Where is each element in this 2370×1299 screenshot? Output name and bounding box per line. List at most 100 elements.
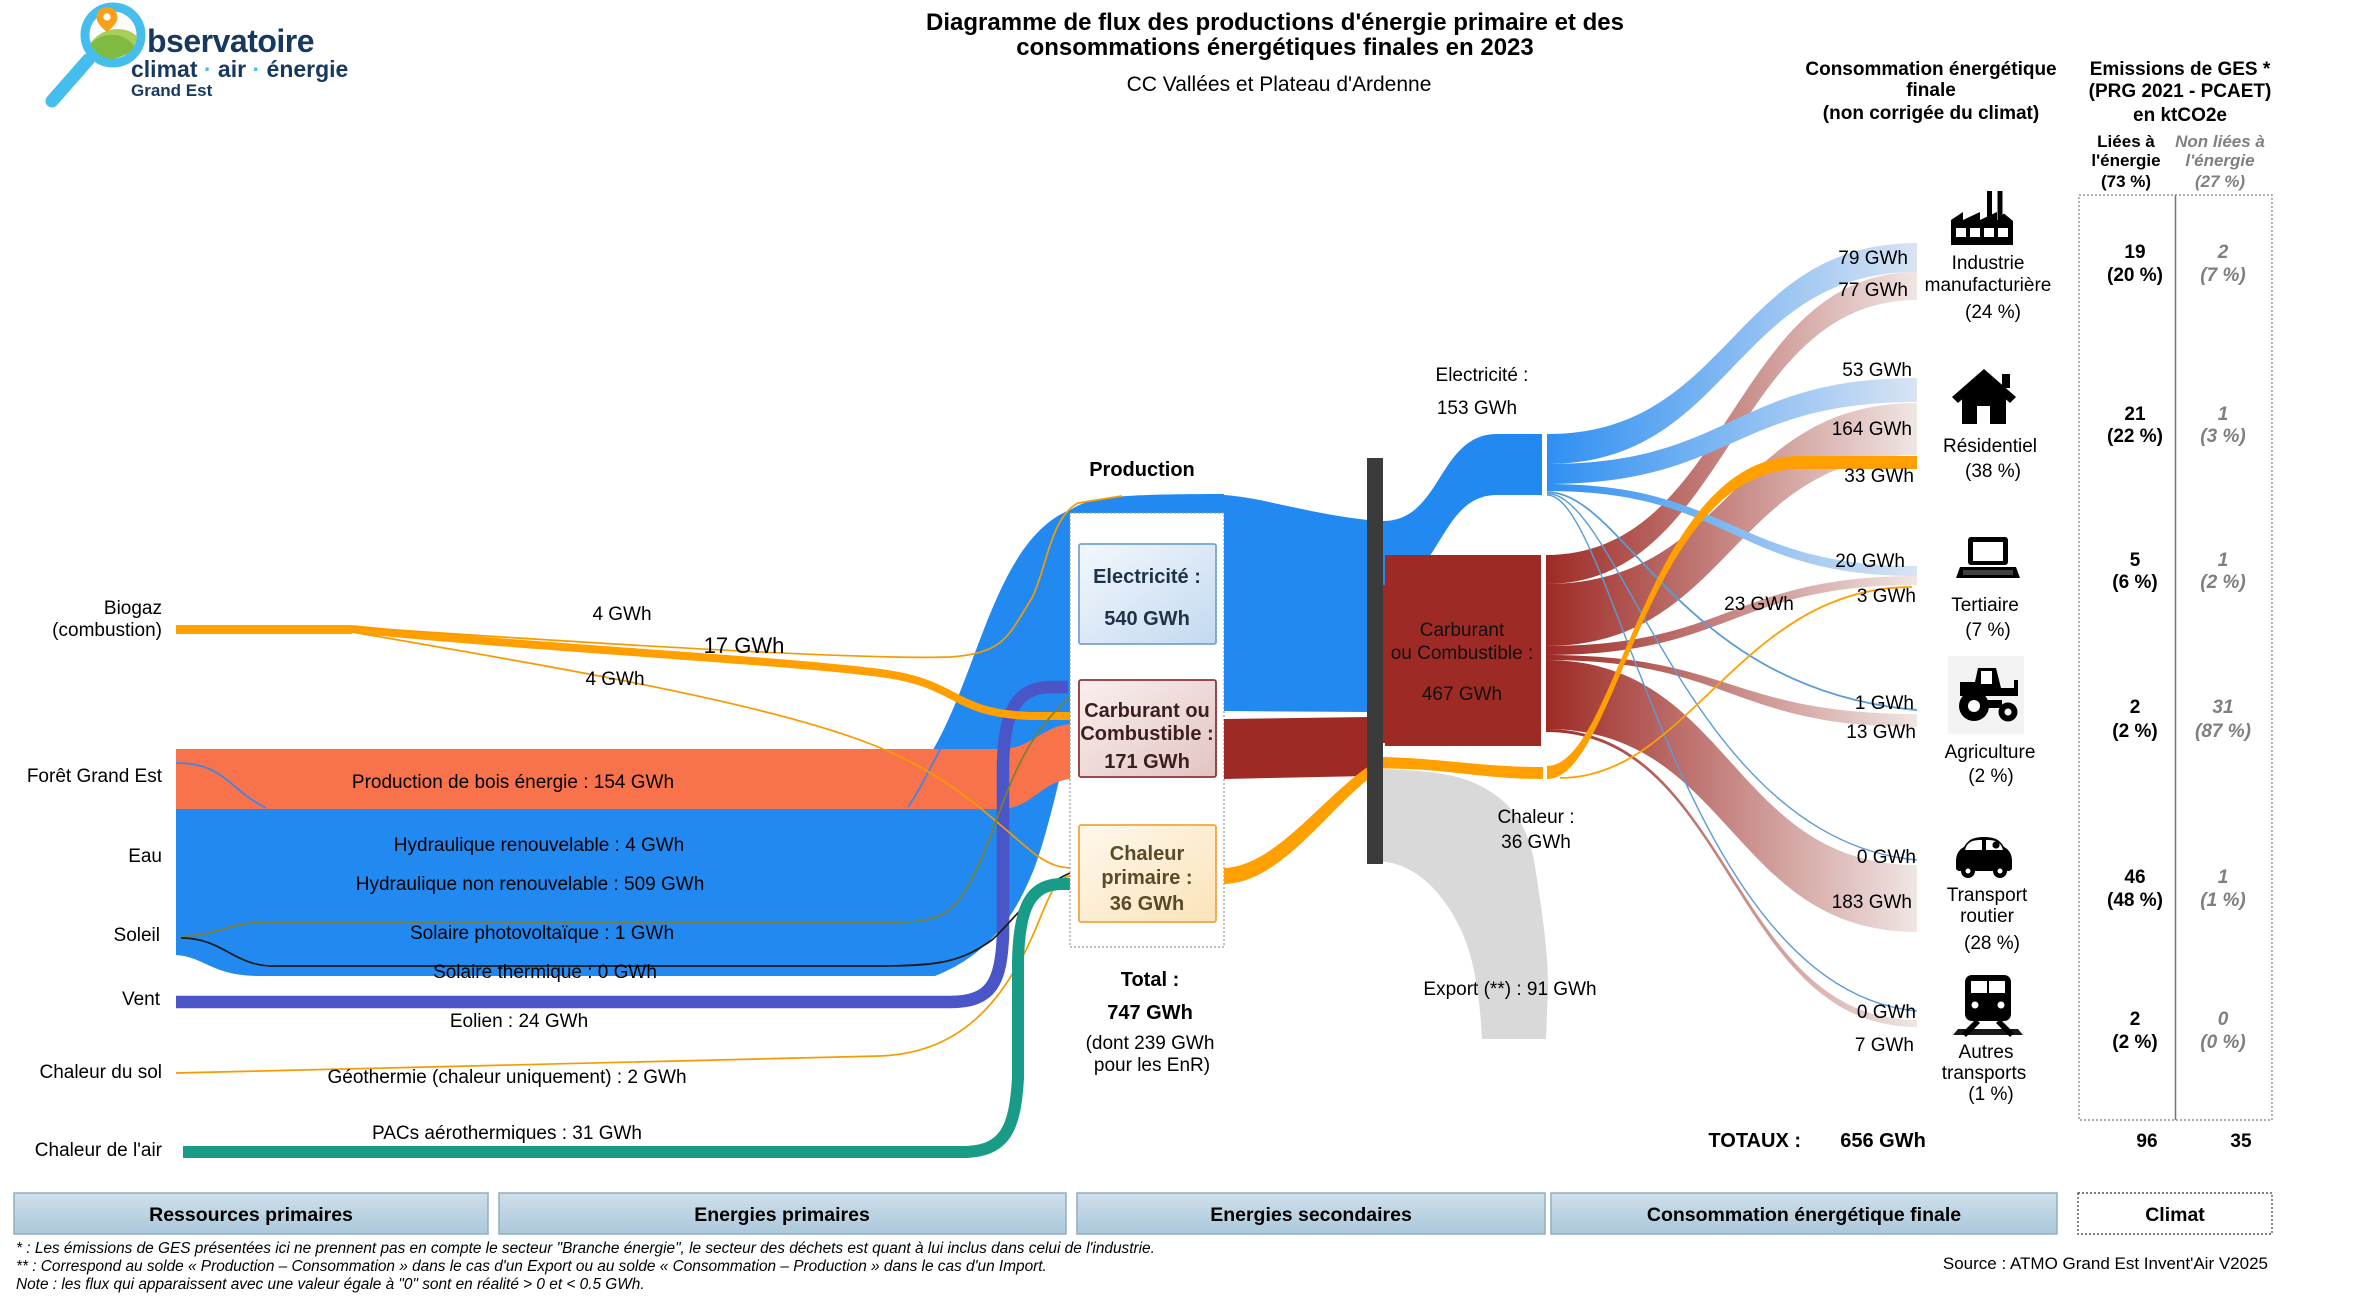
svg-text:(22 %): (22 %) — [2107, 426, 2163, 447]
svg-text:Consommation énergétique: Consommation énergétique — [1805, 59, 2056, 80]
svg-text:(1 %): (1 %) — [2200, 890, 2245, 911]
svg-text:19: 19 — [2124, 242, 2145, 263]
svg-text:21: 21 — [2124, 404, 2146, 425]
svg-text:transports: transports — [1942, 1063, 2026, 1084]
svg-text:(2 %): (2 %) — [2112, 1032, 2157, 1053]
svg-text:(27 %): (27 %) — [2195, 172, 2245, 191]
svg-text:Grand Est: Grand Est — [131, 81, 213, 100]
svg-text:Chaleur :: Chaleur : — [1497, 807, 1574, 828]
svg-text:Solaire photovoltaïque : 1 GW: Solaire photovoltaïque : 1 GWh — [410, 923, 674, 944]
svg-text:primaire :: primaire : — [1101, 867, 1192, 889]
svg-text:(non corrigée du climat): (non corrigée du climat) — [1823, 103, 2039, 124]
svg-text:Combustible :: Combustible : — [1080, 723, 1213, 745]
svg-text:Energies primaires: Energies primaires — [694, 1204, 870, 1226]
svg-text:(2 %): (2 %) — [2200, 572, 2245, 593]
svg-text:(1 %): (1 %) — [1968, 1084, 2013, 1105]
svg-text:Production: Production — [1089, 459, 1195, 481]
svg-text:Industrie: Industrie — [1952, 253, 2025, 274]
svg-text:Chaleur de l'air: Chaleur de l'air — [35, 1140, 163, 1161]
svg-text:Résidentiel: Résidentiel — [1943, 436, 2037, 457]
svg-text:routier: routier — [1960, 906, 2015, 927]
svg-text:** : Correspond au solde « Pro: ** : Correspond au solde « Production – … — [16, 1258, 1047, 1275]
svg-text:Source : ATMO Grand Est Invent: Source : ATMO Grand Est Invent'Air V2025 — [1943, 1254, 2268, 1273]
svg-text:(dont 239 GWh: (dont 239 GWh — [1086, 1033, 1215, 1054]
svg-text:Production de bois énergie :: Production de bois énergie : 154 GWh — [352, 772, 674, 793]
svg-text:153 GWh: 153 GWh — [1437, 398, 1517, 419]
svg-text:46: 46 — [2124, 867, 2145, 888]
svg-text:(73 %): (73 %) — [2101, 172, 2151, 191]
svg-text:31: 31 — [2212, 697, 2233, 718]
svg-text:1: 1 — [2218, 550, 2229, 571]
svg-text:656 GWh: 656 GWh — [1840, 1130, 1926, 1152]
svg-text:CC Vallées et Plateau d'Ardenn: CC Vallées et Plateau d'Ardenne — [1127, 73, 1432, 96]
svg-text:Carburant ou: Carburant ou — [1084, 700, 1210, 722]
svg-text:climat · air · énergie: climat · air · énergie — [131, 56, 348, 82]
svg-text:Géothermie (chaleur uniquement: Géothermie (chaleur uniquement) : 2 GWh — [327, 1067, 686, 1088]
svg-text:0: 0 — [2218, 1009, 2229, 1030]
svg-text:33 GWh: 33 GWh — [1844, 466, 1914, 487]
svg-text:en ktCO2e: en ktCO2e — [2133, 105, 2227, 126]
svg-text:35: 35 — [2230, 1131, 2252, 1152]
svg-text:Chaleur du sol: Chaleur du sol — [39, 1062, 162, 1083]
svg-text:Note : les flux qui apparaisse: Note : les flux qui apparaissent avec un… — [16, 1276, 645, 1293]
svg-text:manufacturière: manufacturière — [1925, 275, 2052, 296]
svg-text:Climat: Climat — [2145, 1204, 2205, 1226]
svg-text:4 GWh: 4 GWh — [592, 604, 651, 625]
svg-text:(2 %): (2 %) — [1968, 766, 2013, 787]
svg-text:Autres: Autres — [1959, 1042, 2014, 1063]
svg-text:23 GWh: 23 GWh — [1724, 594, 1794, 615]
svg-text:pour les EnR): pour les EnR) — [1094, 1055, 1210, 1076]
svg-text:17 GWh: 17 GWh — [704, 633, 785, 658]
svg-text:164 GWh: 164 GWh — [1832, 419, 1912, 440]
svg-text:Non liées à: Non liées à — [2175, 132, 2265, 151]
svg-text:(24 %): (24 %) — [1965, 302, 2021, 323]
svg-text:Vent: Vent — [122, 989, 161, 1010]
svg-text:96: 96 — [2136, 1131, 2157, 1152]
svg-text:540 GWh: 540 GWh — [1104, 608, 1190, 630]
svg-text:1: 1 — [2218, 404, 2229, 425]
svg-text:(28 %): (28 %) — [1964, 933, 2020, 954]
svg-text:20 GWh: 20 GWh — [1835, 551, 1905, 572]
svg-text:Transport: Transport — [1947, 885, 2028, 906]
svg-text:Electricité :: Electricité : — [1436, 365, 1529, 386]
svg-text:77 GWh: 77 GWh — [1838, 280, 1908, 301]
svg-text:consommations énergétiques fin: consommations énergétiques finales en 20… — [1016, 34, 1534, 61]
svg-text:(48 %): (48 %) — [2107, 890, 2163, 911]
svg-text:(2 %): (2 %) — [2112, 721, 2157, 742]
svg-text:Carburant: Carburant — [1420, 620, 1505, 641]
svg-text:Solaire thermique : 0 GWh: Solaire thermique : 0 GWh — [433, 962, 657, 983]
svg-text:(7 %): (7 %) — [1965, 620, 2010, 641]
svg-text:Hydraulique non renouvelable :: Hydraulique non renouvelable : 509 GWh — [356, 874, 705, 895]
svg-text:bservatoire: bservatoire — [147, 23, 314, 59]
svg-text:13 GWh: 13 GWh — [1846, 722, 1916, 743]
svg-text:Agriculture: Agriculture — [1945, 742, 2036, 763]
svg-text:1 GWh: 1 GWh — [1855, 693, 1914, 714]
svg-text:4 GWh: 4 GWh — [585, 669, 644, 690]
svg-text:Biogaz: Biogaz — [104, 598, 162, 619]
svg-text:(0 %): (0 %) — [2200, 1032, 2245, 1053]
svg-text:Hydraulique renouvelable : 4: Hydraulique renouvelable : 4 GWh — [394, 835, 684, 856]
svg-text:(6 %): (6 %) — [2112, 572, 2157, 593]
svg-text:467 GWh: 467 GWh — [1422, 684, 1502, 705]
svg-text:2: 2 — [2217, 242, 2229, 263]
svg-text:36 GWh: 36 GWh — [1110, 893, 1184, 915]
svg-text:79 GWh: 79 GWh — [1838, 248, 1908, 269]
svg-text:Eolien : 24 GWh: Eolien : 24 GWh — [450, 1011, 588, 1032]
svg-text:(7 %): (7 %) — [2200, 265, 2245, 286]
svg-text:(87 %): (87 %) — [2195, 721, 2251, 742]
svg-text:Consommation énergétique final: Consommation énergétique finale — [1647, 1204, 1961, 1226]
svg-text:5: 5 — [2130, 550, 2141, 571]
svg-text:36 GWh: 36 GWh — [1501, 832, 1571, 853]
svg-text:(PRG 2021 - PCAET): (PRG 2021 - PCAET) — [2089, 81, 2272, 102]
svg-text:Forêt Grand Est: Forêt Grand Est — [27, 766, 163, 787]
svg-text:Diagramme de flux des producti: Diagramme de flux des productions d'éner… — [926, 9, 1624, 36]
svg-text:Emissions de GES *: Emissions de GES * — [2090, 59, 2271, 80]
svg-text:Chaleur: Chaleur — [1110, 843, 1185, 865]
svg-text:Soleil: Soleil — [114, 925, 160, 946]
svg-text:(combustion): (combustion) — [52, 620, 162, 641]
svg-text:Electricité :: Electricité : — [1093, 566, 1201, 588]
svg-text:171 GWh: 171 GWh — [1104, 751, 1190, 773]
svg-text:(20 %): (20 %) — [2107, 265, 2163, 286]
svg-text:53 GWh: 53 GWh — [1842, 360, 1912, 381]
svg-text:1: 1 — [2218, 867, 2229, 888]
